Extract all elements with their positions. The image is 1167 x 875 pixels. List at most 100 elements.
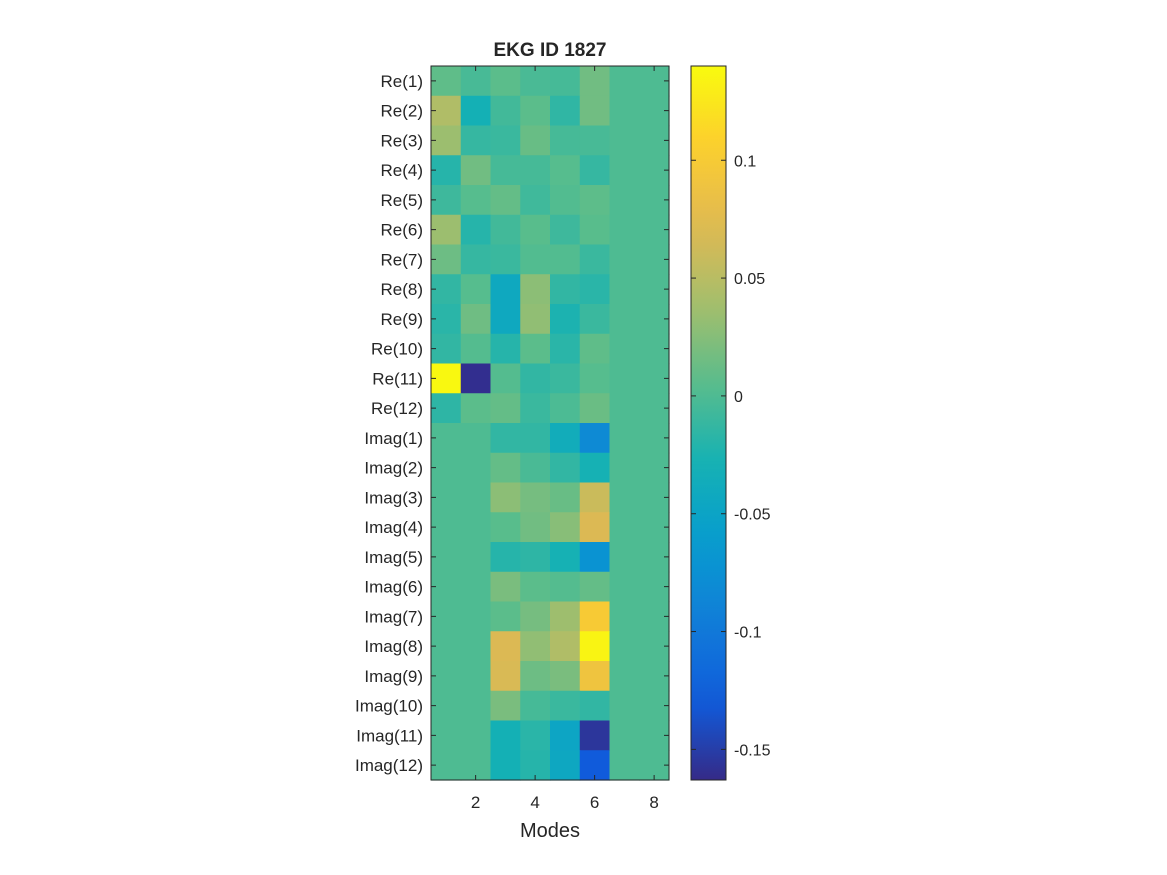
heatmap-cell xyxy=(431,690,462,722)
heatmap-cell xyxy=(579,423,611,454)
heatmap-cell xyxy=(550,95,581,127)
heatmap-cell xyxy=(550,423,581,454)
heatmap-cell xyxy=(490,690,521,722)
heatmap-cell xyxy=(490,333,521,365)
heatmap-cell xyxy=(550,363,581,394)
heatmap-cell xyxy=(520,661,551,692)
x-axis-label: Modes xyxy=(520,820,580,842)
heatmap-cell xyxy=(460,690,492,722)
heatmap-cell xyxy=(460,214,492,246)
heatmap-cell xyxy=(609,452,640,484)
heatmap-cell xyxy=(431,333,462,365)
heatmap-cell xyxy=(490,750,521,781)
heatmap-cell xyxy=(550,720,581,751)
heatmap-cell xyxy=(520,423,551,454)
heatmap-cell xyxy=(490,631,521,662)
heatmap-cell xyxy=(490,125,521,156)
heatmap-cell xyxy=(460,482,492,513)
heatmap-cell xyxy=(431,66,462,97)
heatmap-cell xyxy=(550,690,581,722)
heatmap-cell xyxy=(609,363,640,394)
heatmap-cell xyxy=(520,125,551,156)
heatmap-cell xyxy=(490,304,521,335)
heatmap-cell xyxy=(520,304,551,335)
heatmap-cell xyxy=(520,244,551,275)
heatmap-cell xyxy=(490,661,521,692)
heatmap-cell xyxy=(609,214,640,246)
heatmap-cell xyxy=(609,393,640,424)
heatmap-cell xyxy=(460,363,492,394)
heatmap-cell xyxy=(609,185,640,216)
heatmap-cell xyxy=(431,423,462,454)
row-label: Re(12) xyxy=(371,399,423,418)
x-tick-label: 8 xyxy=(649,793,658,812)
heatmap-cell xyxy=(431,571,462,603)
heatmap-cell xyxy=(609,631,640,662)
heatmap-cell xyxy=(550,571,581,603)
heatmap-cell xyxy=(460,95,492,127)
heatmap-cell xyxy=(431,244,462,275)
heatmap-cell xyxy=(460,304,492,335)
heatmap-cell xyxy=(609,333,640,365)
heatmap-cell xyxy=(550,542,581,573)
heatmap-cell xyxy=(431,155,462,186)
heatmap-cell xyxy=(431,274,462,305)
heatmap-cell xyxy=(431,750,462,781)
row-label: Imag(9) xyxy=(364,667,423,686)
heatmap-cell xyxy=(490,244,521,275)
heatmap-cell xyxy=(550,214,581,246)
heatmap-cell xyxy=(579,512,611,543)
heatmap-cell xyxy=(550,125,581,156)
heatmap-cell xyxy=(609,125,640,156)
heatmap-cell xyxy=(579,452,611,484)
heatmap-cell xyxy=(520,274,551,305)
row-label: Imag(10) xyxy=(355,697,423,716)
heatmap-cell xyxy=(550,482,581,513)
heatmap-cell xyxy=(520,333,551,365)
colorbar-tick-label: 0.1 xyxy=(734,153,756,170)
heatmap-cell xyxy=(520,185,551,216)
heatmap-cell xyxy=(579,155,611,186)
row-label: Re(1) xyxy=(380,72,423,91)
heatmap-cell xyxy=(579,214,611,246)
heatmap-cell xyxy=(579,66,611,97)
plot-frame xyxy=(430,65,670,781)
row-label: Re(2) xyxy=(380,102,423,121)
heatmap-cell xyxy=(520,155,551,186)
x-tick-label: 2 xyxy=(471,793,480,812)
heatmap-cell xyxy=(520,452,551,484)
colorbar xyxy=(690,65,727,781)
heatmap-cell xyxy=(579,690,611,722)
heatmap-cell xyxy=(550,393,581,424)
heatmap-cell xyxy=(520,214,551,246)
heatmap-cell xyxy=(609,155,640,186)
heatmap-cell xyxy=(431,95,462,127)
heatmap-cell xyxy=(490,393,521,424)
heatmap-cell xyxy=(490,363,521,394)
heatmap-cell xyxy=(431,363,462,394)
heatmap-cell xyxy=(460,393,492,424)
x-tick-label: 6 xyxy=(590,793,599,812)
heatmap-cell xyxy=(520,720,551,751)
heatmap-cell xyxy=(460,661,492,692)
heatmap-cell xyxy=(460,571,492,603)
chart-title: EKG ID 1827 xyxy=(494,40,607,61)
heatmap-cell xyxy=(431,304,462,335)
heatmap-cell xyxy=(609,690,640,722)
heatmap-cell xyxy=(431,393,462,424)
heatmap-cell xyxy=(550,601,581,632)
heatmap-cell xyxy=(550,66,581,97)
heatmap-cell xyxy=(490,571,521,603)
heatmap-cell xyxy=(460,66,492,97)
x-axis-ticks: 2 4 6 8 xyxy=(471,66,659,812)
row-label: Re(11) xyxy=(372,369,423,388)
heatmap-cell xyxy=(490,720,521,751)
heatmap-cell xyxy=(609,244,640,275)
heatmap-cell xyxy=(550,452,581,484)
heatmap-cell xyxy=(490,155,521,186)
heatmap-cell xyxy=(579,661,611,692)
x-tick-label: 4 xyxy=(530,793,539,812)
heatmap-cell xyxy=(490,214,521,246)
heatmap-cell xyxy=(579,304,611,335)
heatmap-cell xyxy=(550,185,581,216)
